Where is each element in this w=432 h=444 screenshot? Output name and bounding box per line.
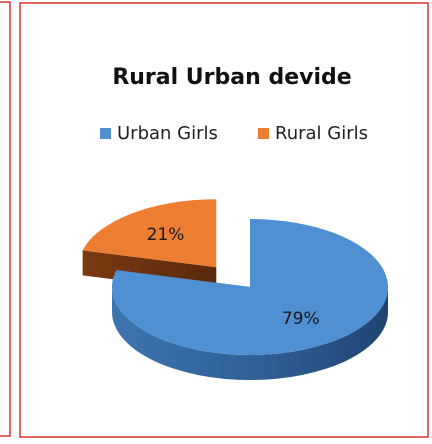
neighbor-frame xyxy=(0,1,11,437)
legend-swatch xyxy=(258,128,269,139)
chart-title: Rural Urban devide xyxy=(112,65,351,90)
slice-side xyxy=(112,287,388,380)
legend-swatch xyxy=(100,128,111,139)
pie-slice xyxy=(112,219,389,355)
legend-label: Urban Girls xyxy=(117,123,218,144)
data-label: 21% xyxy=(147,225,185,245)
pie-slice xyxy=(82,199,217,268)
data-label: 79% xyxy=(282,309,320,329)
legend-label: Rural Girls xyxy=(275,123,368,144)
